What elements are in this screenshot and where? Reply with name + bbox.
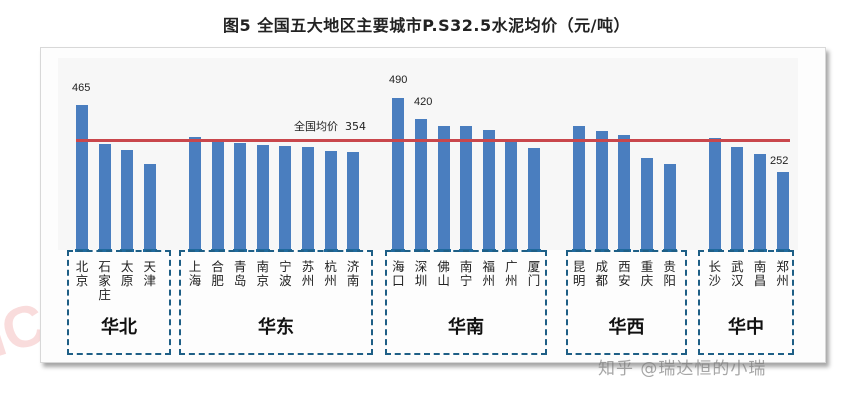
city-label: 郑州 <box>776 259 789 288</box>
region-label-huabei: 华北 <box>101 317 137 338</box>
region-label-huaxi: 华西 <box>608 317 645 338</box>
city-label: 西安 <box>618 259 631 288</box>
city-label: 广州 <box>505 259 518 288</box>
city-label: 成都 <box>595 259 609 288</box>
bar-成都 <box>595 130 608 250</box>
bar-杭州 <box>324 151 337 250</box>
city-label: 长沙 <box>708 259 722 288</box>
city-label: 贵阳 <box>663 259 676 288</box>
city-label: 海口 <box>392 259 405 288</box>
plot-area <box>58 58 798 250</box>
bar-天津 <box>143 163 156 250</box>
city-label: 石家庄 <box>98 259 111 302</box>
city-label: 合肥 <box>211 259 224 288</box>
bar-郑州 <box>776 171 789 250</box>
bar-重庆 <box>641 157 653 250</box>
national-average-line <box>76 139 790 142</box>
bar-广州 <box>505 138 518 250</box>
bar-武汉 <box>731 147 744 250</box>
average-value: 354 <box>345 120 366 133</box>
region-label-huazhong: 华中 <box>728 317 764 338</box>
city-label: 天津 <box>143 259 157 288</box>
city-label: 济南 <box>346 259 360 288</box>
bar-长沙 <box>708 138 721 250</box>
city-label: 福州 <box>482 259 496 288</box>
city-label: 重庆 <box>640 259 654 288</box>
bar-深圳 <box>415 119 427 250</box>
region-label-huadong: 华东 <box>258 317 294 338</box>
city-label: 青岛 <box>233 259 247 288</box>
city-label: 南昌 <box>753 259 767 288</box>
region-label-huanan: 华南 <box>448 317 484 338</box>
bar-昆明 <box>573 125 586 250</box>
watermark-zhihu: 知乎 @瑞达恒的小瑞 <box>598 359 767 379</box>
bar-济南 <box>347 152 360 250</box>
city-label: 杭州 <box>324 259 337 288</box>
bar-宁波 <box>279 146 292 250</box>
city-label: 宁波 <box>279 259 292 288</box>
region-box-huadong: 华东 <box>179 250 373 355</box>
data-label-shenzhen: 420 <box>414 96 433 108</box>
bar-海口 <box>392 97 405 250</box>
average-label-text: 全国均价 <box>294 120 338 133</box>
bar-西安 <box>618 134 631 250</box>
region-box-huaxi: 华西 <box>566 250 687 355</box>
city-label: 北京 <box>75 259 89 288</box>
city-label: 苏州 <box>301 259 315 288</box>
city-label: 南宁 <box>459 259 473 288</box>
bar-石家庄 <box>98 143 111 250</box>
city-label: 厦门 <box>527 259 541 288</box>
data-label-zhengzhou: 252 <box>770 155 789 167</box>
city-label: 佛山 <box>437 259 450 288</box>
region-box-huabei: 华北 <box>67 250 171 355</box>
bar-青岛 <box>234 143 247 250</box>
bar-福州 <box>482 129 495 250</box>
region-box-huanan: 华南 <box>385 250 547 355</box>
bar-上海 <box>189 137 201 250</box>
bar-南京 <box>256 144 269 250</box>
chart-title: 图5 全国五大地区主要城市P.S32.5水泥均价（元/吨） <box>223 16 630 35</box>
bar-合肥 <box>211 141 224 250</box>
bar-南昌 <box>754 153 766 250</box>
national-average-label: 全国均价 354 <box>294 118 366 134</box>
city-label: 上海 <box>188 259 202 288</box>
city-label: 昆明 <box>572 259 586 288</box>
city-label: 深圳 <box>414 259 428 288</box>
bar-南宁 <box>460 125 473 250</box>
bar-太原 <box>121 149 134 250</box>
bar-厦门 <box>528 147 540 250</box>
data-label-haikou: 490 <box>389 74 408 86</box>
city-label: 太原 <box>120 259 134 288</box>
data-label-beijing: 465 <box>72 82 91 94</box>
city-label: 武汉 <box>731 259 744 288</box>
bar-北京 <box>76 105 88 250</box>
bar-贵阳 <box>663 163 676 250</box>
city-label: 南京 <box>256 259 270 288</box>
region-box-huazhong: 华中 <box>698 250 794 355</box>
bar-佛山 <box>437 125 450 250</box>
bar-苏州 <box>302 147 314 250</box>
